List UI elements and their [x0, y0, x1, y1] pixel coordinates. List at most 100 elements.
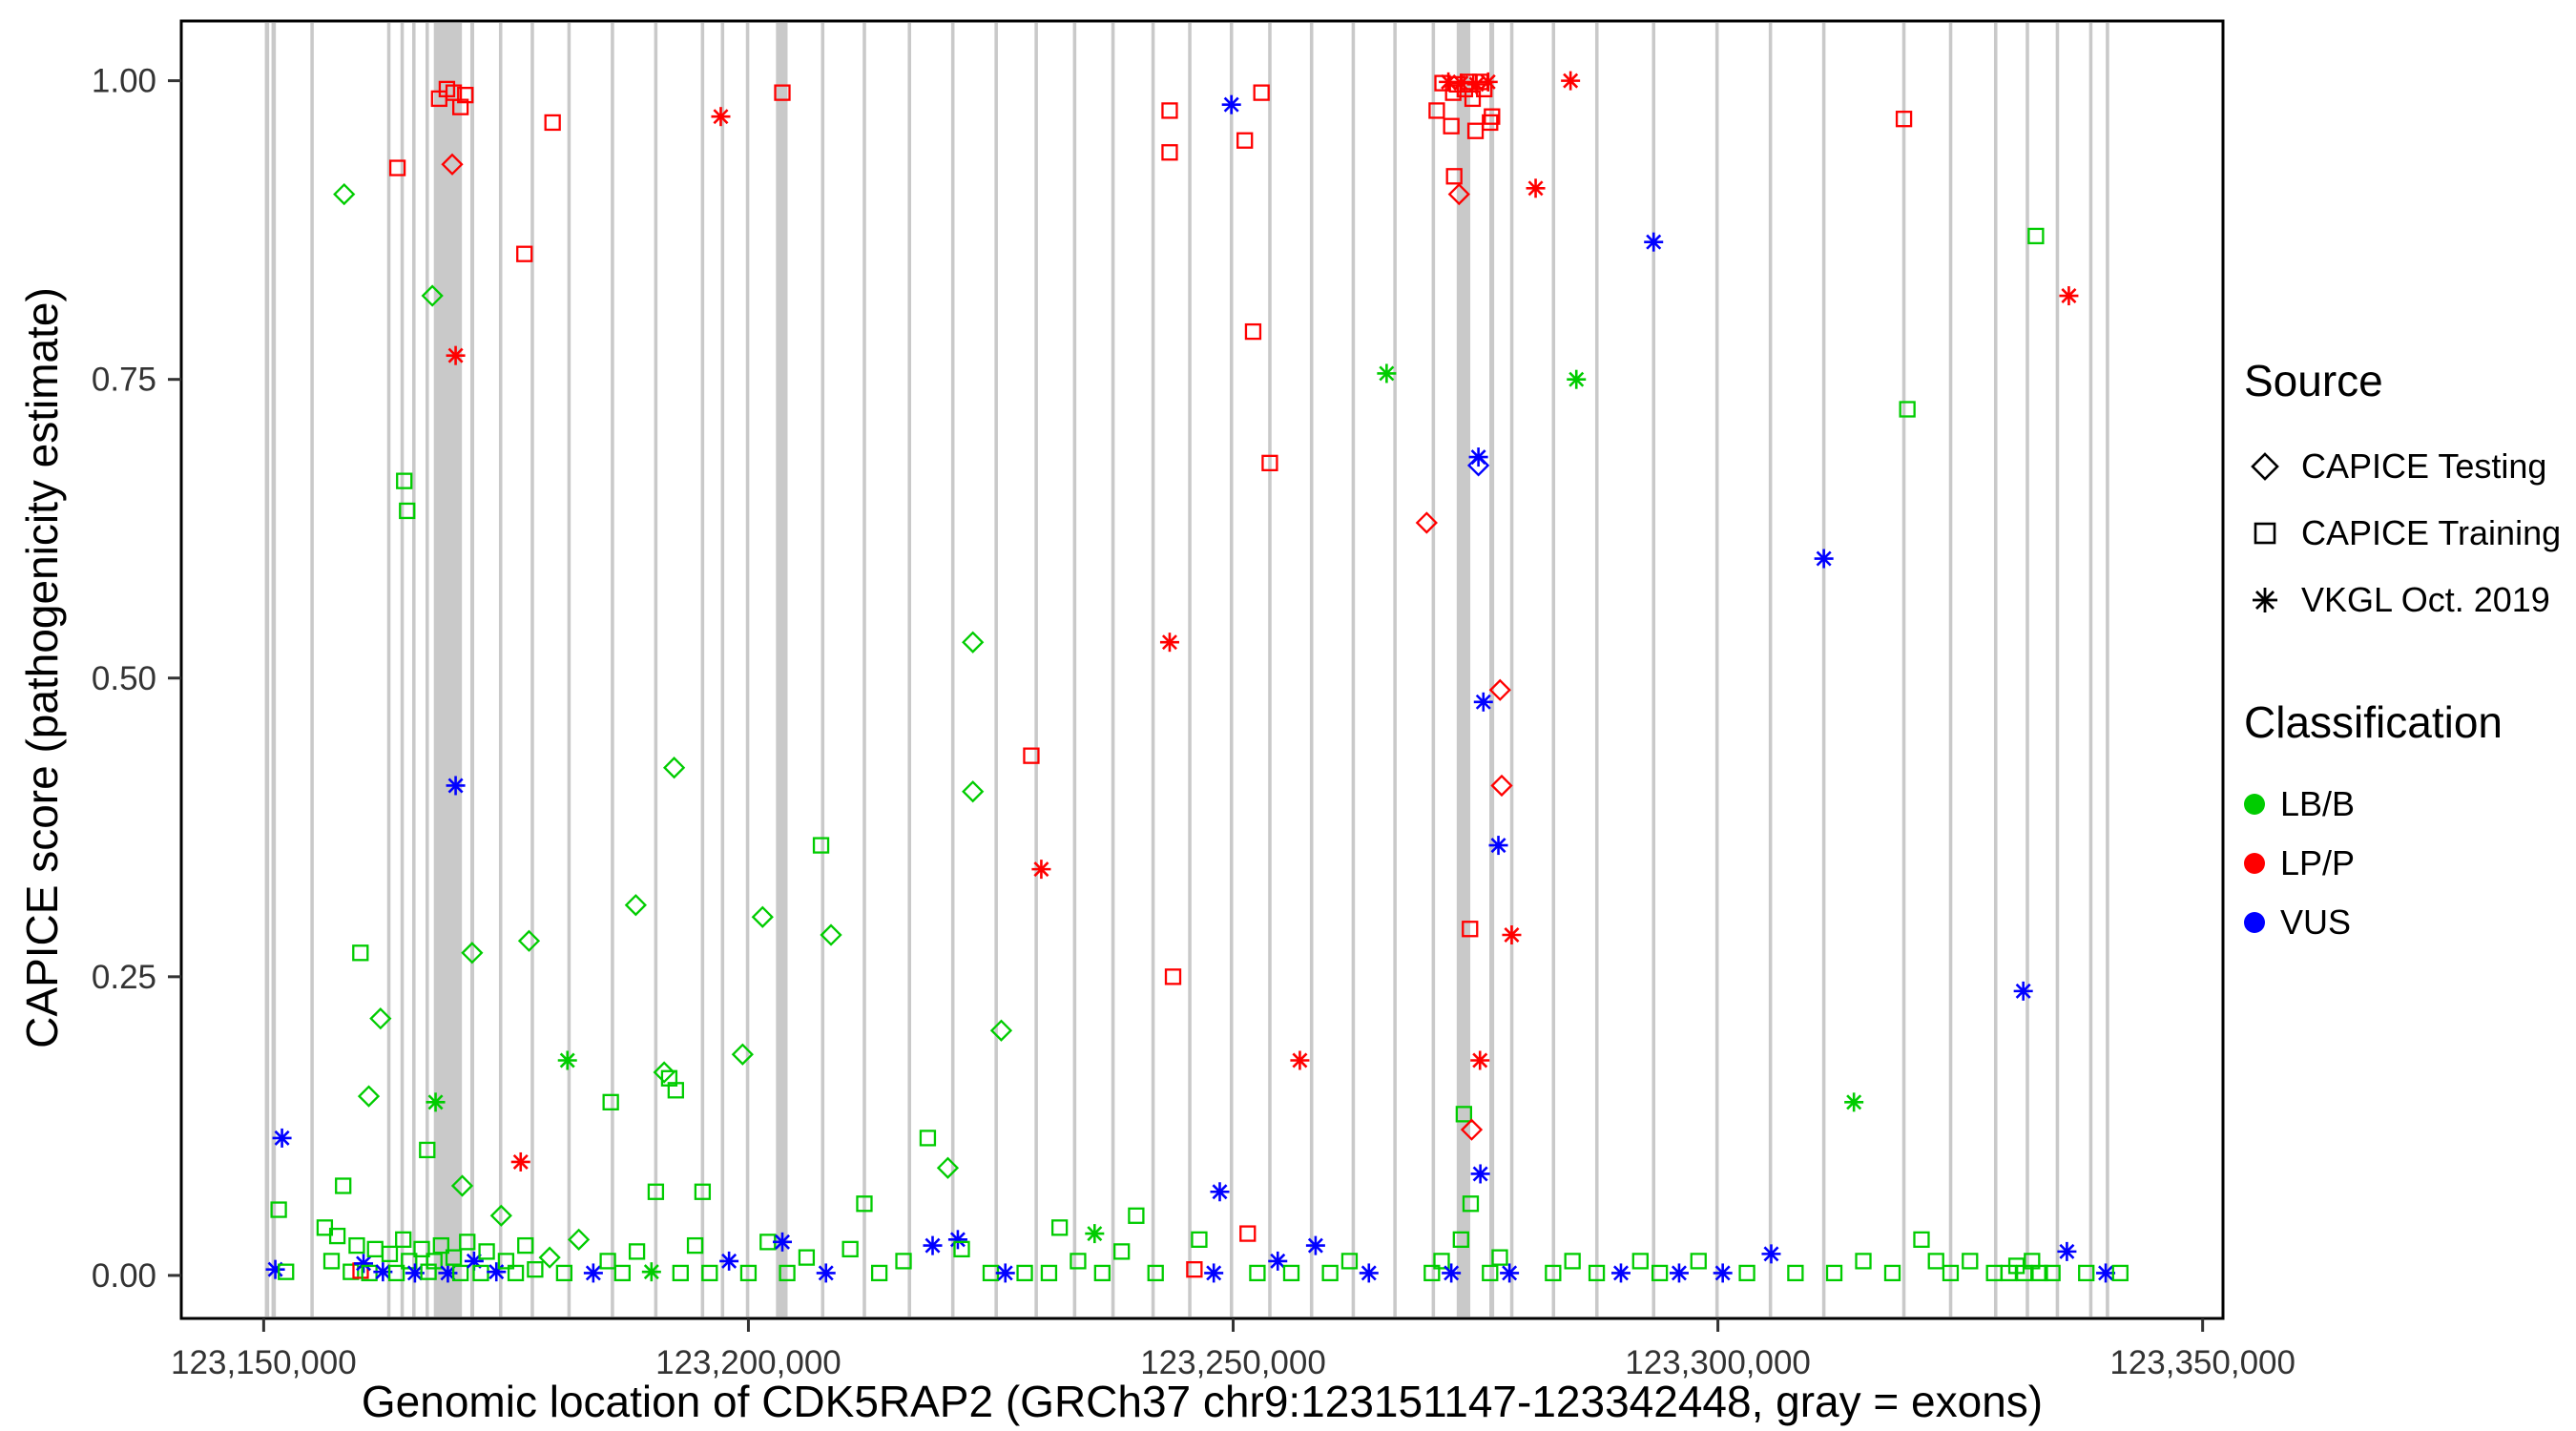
data-point-asterisk	[641, 1262, 661, 1282]
data-point-square	[1462, 1195, 1480, 1213]
data-point-square	[366, 1240, 384, 1258]
data-point-square	[1164, 968, 1182, 985]
exon-band	[1993, 23, 1998, 1317]
data-point-asterisk	[995, 1263, 1015, 1283]
exon-band	[1768, 23, 1773, 1317]
data-point-square	[2111, 1264, 2129, 1282]
exon-band	[1714, 23, 1719, 1317]
data-point-square	[1825, 1264, 1843, 1282]
data-point-square	[613, 1264, 631, 1282]
data-point-square	[1070, 1253, 1087, 1270]
exon-band	[611, 23, 614, 1317]
legend-item-lpp: LP/P	[2244, 834, 2561, 893]
data-point-asterisk	[265, 1259, 285, 1279]
data-point-square	[395, 1231, 412, 1248]
legend-item-lbb: LB/B	[2244, 775, 2561, 834]
exon-band	[567, 23, 571, 1317]
exon-band	[1151, 23, 1155, 1317]
exon-band	[1268, 23, 1272, 1317]
data-point-square	[432, 1236, 449, 1255]
data-point-square	[1962, 1253, 1979, 1270]
legend-item-capice-training: CAPICE Training	[2244, 500, 2561, 567]
data-point-asterisk	[557, 1050, 577, 1070]
data-point-asterisk	[487, 1262, 507, 1282]
data-point-square	[388, 159, 406, 176]
data-point-square	[316, 1219, 334, 1236]
data-point-square	[2031, 1264, 2048, 1282]
exon-band	[745, 23, 750, 1317]
data-point-asterisk	[1470, 1050, 1490, 1070]
data-point-asterisk	[1561, 71, 1581, 91]
data-point-asterisk	[426, 1092, 446, 1112]
exon-band	[1489, 23, 1495, 1317]
data-point-diamond	[489, 1204, 512, 1227]
data-point-square	[1428, 102, 1445, 119]
exon-band	[271, 23, 277, 1317]
data-point-asterisk	[1159, 633, 1179, 653]
data-point-square	[841, 1240, 859, 1258]
exon-band	[1393, 23, 1397, 1317]
data-point-diamond	[962, 780, 985, 803]
exon-band	[412, 23, 416, 1317]
data-point-square	[1253, 84, 1270, 101]
legend-item-vkgl: VKGL Oct. 2019	[2244, 567, 2561, 633]
data-point-asterisk	[1610, 1263, 1631, 1283]
data-point-square	[387, 1264, 405, 1282]
data-point-square	[459, 1234, 476, 1251]
data-point-asterisk	[373, 1262, 393, 1282]
data-point-asterisk	[711, 107, 731, 127]
data-point-square	[1588, 1264, 1606, 1282]
data-point-square	[1455, 1106, 1473, 1123]
exon-band	[1351, 23, 1356, 1317]
data-point-square	[1564, 1253, 1581, 1270]
data-point-square	[1423, 1264, 1441, 1282]
data-point-asterisk	[2013, 981, 2033, 1001]
data-point-diamond	[1490, 774, 1513, 798]
exon-band	[1948, 23, 1953, 1317]
data-point-square	[343, 1263, 360, 1280]
exon-band	[1652, 23, 1656, 1317]
data-point-square	[1128, 1207, 1145, 1224]
data-point-asterisk	[1377, 363, 1397, 384]
data-point-square	[701, 1264, 718, 1282]
exon-band	[720, 23, 725, 1317]
data-point-diamond	[450, 1174, 474, 1197]
data-point-asterisk	[719, 1251, 739, 1271]
exon-band	[498, 23, 503, 1317]
data-point-square	[953, 1240, 970, 1258]
asterisk-marker-icon	[2253, 588, 2277, 612]
data-point-square	[457, 86, 474, 104]
exon-band	[821, 23, 825, 1317]
data-point-square	[1040, 1264, 1058, 1282]
data-point-square	[895, 1253, 912, 1270]
data-point-asterisk	[1204, 1263, 1224, 1283]
data-point-asterisk	[354, 1254, 374, 1274]
data-point-asterisk	[816, 1263, 836, 1283]
data-point-square	[1484, 108, 1501, 125]
data-point-square	[1899, 401, 1916, 418]
exon-band	[907, 23, 911, 1317]
data-point-square	[472, 1264, 489, 1282]
data-point-square	[420, 1263, 437, 1280]
data-point-square	[1186, 1261, 1203, 1278]
data-point-asterisk	[1713, 1263, 1733, 1283]
lbb-color-dot	[2244, 794, 2265, 815]
data-point-asterisk	[1305, 1235, 1325, 1255]
data-point-diamond	[567, 1228, 591, 1251]
exon-band	[2088, 23, 2093, 1317]
data-point-diamond	[1415, 511, 1438, 534]
legend-item-label: LB/B	[2280, 784, 2356, 823]
data-point-asterisk	[1085, 1224, 1105, 1244]
source-legend-title: Source	[2244, 356, 2383, 405]
data-point-square	[1482, 1264, 1499, 1282]
data-point-square	[1161, 102, 1178, 119]
exon-band	[386, 23, 391, 1317]
data-point-square	[2044, 1264, 2061, 1282]
data-point-diamond	[517, 929, 541, 952]
data-point-diamond	[653, 1061, 675, 1084]
data-point-diamond	[936, 1156, 960, 1179]
data-point-square	[1690, 1253, 1707, 1270]
data-point-square	[779, 1264, 796, 1282]
